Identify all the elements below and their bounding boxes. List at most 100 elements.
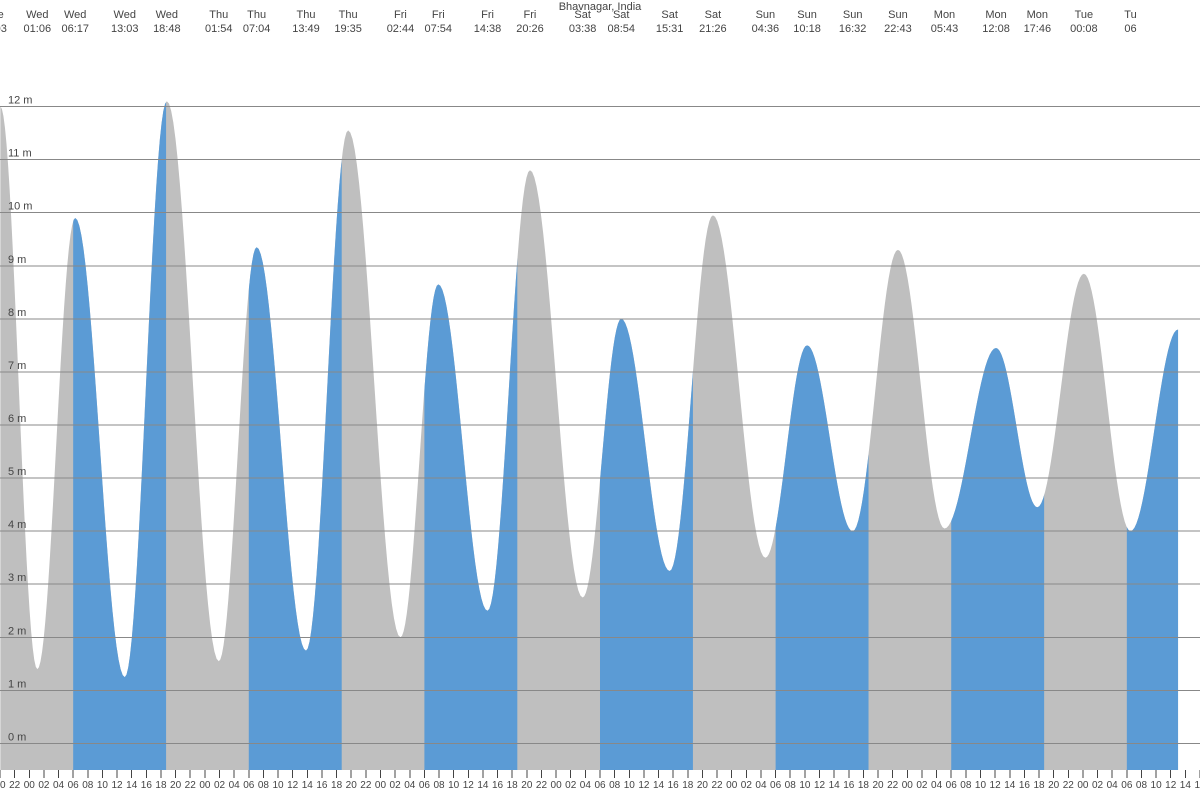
extreme-day-label: Thu xyxy=(339,9,358,21)
extreme-time-label: 06 xyxy=(1124,23,1136,35)
x-tick-label: 06 xyxy=(1121,780,1133,791)
extreme-day-label: Sat xyxy=(661,9,678,21)
extreme-day-label: Fri xyxy=(394,9,407,21)
y-tick-label: 0 m xyxy=(8,731,26,743)
x-tick-label: 16 xyxy=(1019,780,1031,791)
x-tick-label: 18 xyxy=(331,780,343,791)
extreme-time-label: 07:54 xyxy=(425,23,453,35)
x-tick-label: 06 xyxy=(594,780,606,791)
y-tick-label: 1 m xyxy=(8,678,26,690)
x-tick-label: 00 xyxy=(1077,780,1089,791)
extreme-time-label: 06:17 xyxy=(61,23,89,35)
tide-chart-svg: 0 m1 m2 m3 m4 m5 m6 m7 m8 m9 m10 m11 m12… xyxy=(0,0,1200,800)
extreme-day-label: Wed xyxy=(64,9,86,21)
extreme-time-label: 08:54 xyxy=(607,23,635,35)
y-tick-label: 5 m xyxy=(8,466,26,478)
x-tick-label: 14 xyxy=(653,780,665,791)
x-tick-label: 22 xyxy=(185,780,197,791)
x-tick-label: 04 xyxy=(53,780,65,791)
x-tick-label: 00 xyxy=(726,780,738,791)
y-tick-label: 4 m xyxy=(8,519,26,531)
x-tick-label: 10 xyxy=(975,780,987,791)
x-tick-label: 22 xyxy=(9,780,21,791)
x-tick-label: 22 xyxy=(360,780,372,791)
x-tick-label: 20 xyxy=(697,780,709,791)
x-tick-label: 12 xyxy=(287,780,299,791)
x-tick-label: 08 xyxy=(960,780,972,791)
x-tick-label: 12 xyxy=(814,780,826,791)
x-tick-label: 18 xyxy=(682,780,694,791)
extreme-day-label: Wed xyxy=(156,9,178,21)
x-tick-label: 02 xyxy=(1092,780,1104,791)
extreme-day-label: Tu xyxy=(1124,9,1136,21)
extreme-time-label: 17:46 xyxy=(1024,23,1052,35)
x-tick-label: 10 xyxy=(1151,780,1163,791)
extreme-day-label: Mon xyxy=(985,9,1006,21)
extreme-time-label: 16:32 xyxy=(839,23,867,35)
x-tick-label: 08 xyxy=(258,780,270,791)
x-tick-label: 06 xyxy=(770,780,782,791)
x-tick-label: 20 xyxy=(872,780,884,791)
x-tick-label: 04 xyxy=(404,780,416,791)
extreme-day-label: Thu xyxy=(209,9,228,21)
x-tick-label: 06 xyxy=(68,780,80,791)
extreme-time-label: 03 xyxy=(0,23,7,35)
x-tick-label: 12 xyxy=(638,780,650,791)
extreme-time-label: 07:04 xyxy=(243,23,271,35)
extreme-day-label: Mon xyxy=(1027,9,1048,21)
extreme-time-label: 01:06 xyxy=(24,23,52,35)
extreme-day-label: Thu xyxy=(297,9,316,21)
tide-chart: 0 m1 m2 m3 m4 m5 m6 m7 m8 m9 m10 m11 m12… xyxy=(0,0,1200,800)
x-tick-label: 20 xyxy=(0,780,6,791)
extreme-day-label: Sat xyxy=(705,9,722,21)
extreme-day-label: Fri xyxy=(432,9,445,21)
x-tick-label: 18 xyxy=(155,780,167,791)
x-tick-label: 14 xyxy=(829,780,841,791)
x-tick-label: 10 xyxy=(272,780,284,791)
x-tick-label: 02 xyxy=(214,780,226,791)
extreme-day-label: Sat xyxy=(613,9,630,21)
extreme-time-label: 13:03 xyxy=(111,23,139,35)
extreme-time-label: 21:26 xyxy=(699,23,727,35)
y-tick-label: 11 m xyxy=(8,148,32,160)
x-tick-label: 18 xyxy=(1033,780,1045,791)
y-tick-label: 8 m xyxy=(8,307,26,319)
x-tick-label: 04 xyxy=(931,780,943,791)
chart-title: Bhavnagar, India xyxy=(559,1,642,13)
extreme-day-label: Fri xyxy=(481,9,494,21)
x-tick-label: 20 xyxy=(521,780,533,791)
x-tick-label: 16 xyxy=(668,780,680,791)
extreme-time-label: 12:08 xyxy=(982,23,1010,35)
extreme-time-label: 19:35 xyxy=(334,23,362,35)
x-tick-label: 16 xyxy=(1194,780,1200,791)
x-tick-label: 22 xyxy=(536,780,548,791)
x-tick-label: 10 xyxy=(799,780,811,791)
y-tick-label: 9 m xyxy=(8,254,26,266)
x-tick-label: 08 xyxy=(1136,780,1148,791)
x-tick-label: 16 xyxy=(141,780,153,791)
extreme-day-label: Thu xyxy=(247,9,266,21)
extreme-time-label: 05:43 xyxy=(931,23,959,35)
x-tick-label: 14 xyxy=(302,780,314,791)
x-tick-label: 00 xyxy=(199,780,211,791)
x-tick-label: 08 xyxy=(609,780,621,791)
x-tick-label: 20 xyxy=(346,780,358,791)
extreme-day-label: Mon xyxy=(934,9,955,21)
extreme-day-label: Sun xyxy=(797,9,817,21)
x-tick-label: 16 xyxy=(316,780,328,791)
x-tick-label: 08 xyxy=(785,780,797,791)
x-tick-label: 02 xyxy=(390,780,402,791)
extreme-time-label: 01:54 xyxy=(205,23,233,35)
x-tick-label: 06 xyxy=(419,780,431,791)
x-tick-label: 06 xyxy=(946,780,958,791)
x-tick-label: 16 xyxy=(492,780,504,791)
x-tick-label: 00 xyxy=(24,780,36,791)
y-tick-label: 10 m xyxy=(8,201,32,213)
x-tick-label: 14 xyxy=(477,780,489,791)
extreme-time-label: 13:49 xyxy=(292,23,320,35)
x-tick-label: 02 xyxy=(565,780,577,791)
x-tick-label: 02 xyxy=(38,780,50,791)
extreme-time-label: 20:26 xyxy=(516,23,544,35)
x-tick-label: 04 xyxy=(580,780,592,791)
extreme-day-label: Sun xyxy=(756,9,776,21)
